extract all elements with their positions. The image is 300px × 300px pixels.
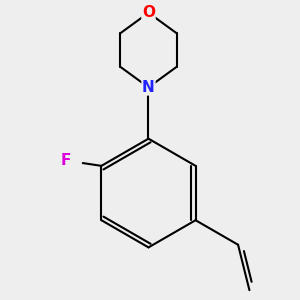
Text: O: O bbox=[142, 5, 155, 20]
Text: N: N bbox=[142, 80, 155, 95]
Text: F: F bbox=[60, 153, 71, 168]
